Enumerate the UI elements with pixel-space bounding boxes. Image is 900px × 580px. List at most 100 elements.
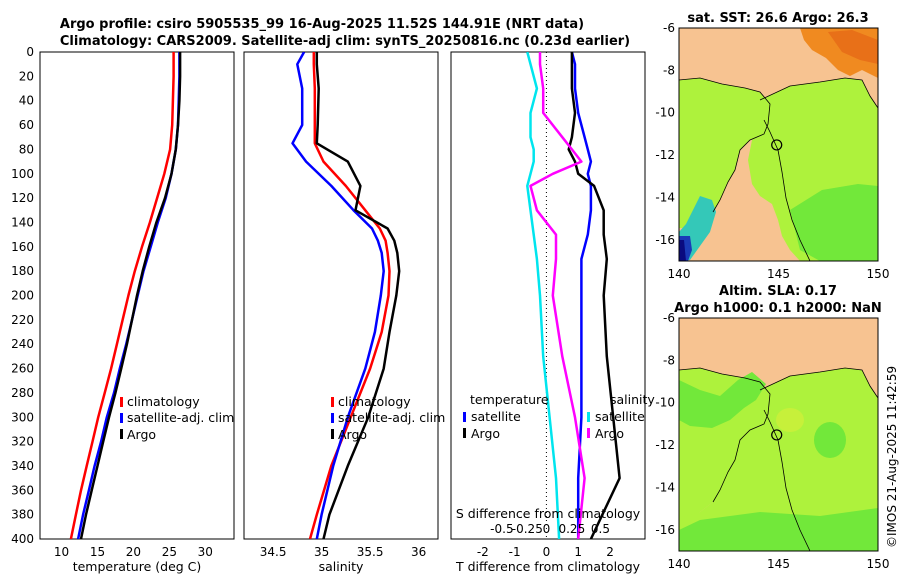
x-tick-label: 0 — [543, 545, 551, 559]
difference-x-ticks: -2 -1 0 1 2 — [477, 545, 614, 559]
t-difference-xlabel: T difference from climatology — [455, 559, 641, 574]
hottest-water — [828, 30, 878, 64]
depth-tick-label: 80 — [19, 142, 34, 156]
sla-map-title-2: Argo h1000: 0.1 h2000: NaN — [674, 301, 882, 316]
legend-climatology-swatch — [331, 397, 334, 407]
x-tick-label: 10 — [54, 545, 69, 559]
legend-salinity-title: salinity — [610, 392, 655, 407]
depth-tick-label: 180 — [11, 264, 34, 278]
depth-tick-label: 260 — [11, 362, 34, 376]
legend-argo-swatch — [120, 429, 123, 439]
series-line-0 — [570, 52, 593, 539]
x-tick-label: 34.5 — [260, 545, 287, 559]
difference-lines — [526, 52, 621, 539]
sst-map-title: sat. SST: 26.6 Argo: 26.3 — [687, 11, 868, 26]
x-tick-label: 1 — [574, 545, 582, 559]
coastline — [679, 367, 771, 503]
temperature-panel: 0 20 40 60 80 100 120 140 160 180 200 220 240 260 280 3… — [11, 45, 235, 574]
lon-tick-label: 140 — [668, 557, 691, 571]
s-difference-ticks: -0.5-0.25 0 0.25 0.5 — [490, 522, 610, 536]
lon-tick-label: 150 — [867, 557, 890, 571]
legend-argo-swatch — [331, 429, 334, 439]
depth-tick-label: 380 — [11, 508, 34, 522]
sla-map-frame — [678, 317, 879, 552]
series-line-3 — [529, 52, 586, 539]
lat-tick-label: -6 — [663, 311, 675, 325]
lat-tick-label: -16 — [655, 523, 675, 537]
s-diff-tick-label: 0.25 — [558, 522, 585, 536]
legend-s-satellite: satellite — [595, 409, 645, 424]
sla-map-title-1: Altim. SLA: 0.17 — [719, 284, 837, 299]
x-tick-label: 35.5 — [357, 545, 384, 559]
difference-panel: -2 -1 0 1 2 temperature satellite Argo salin… — [450, 51, 655, 574]
lat-tick-label: -12 — [655, 438, 675, 452]
legend-satellite-swatch — [120, 413, 123, 423]
series-line-2 — [315, 52, 401, 539]
depth-tick-label: 240 — [11, 337, 34, 351]
s-diff-tick-label: -0.25 — [512, 522, 543, 536]
argo-location-marker — [771, 429, 783, 441]
x-tick-label: 25 — [162, 545, 177, 559]
depth-tick-label: 120 — [11, 191, 34, 205]
coldest-water-core — [679, 240, 686, 261]
lon-tick-label: 150 — [867, 267, 890, 281]
sla-low-area — [679, 372, 766, 428]
x-tick-label: 15 — [90, 545, 105, 559]
series-line-0 — [69, 52, 175, 539]
depth-tick-label: 360 — [11, 483, 34, 497]
x-tick-label: 30 — [198, 545, 213, 559]
x-tick-label: 20 — [126, 545, 141, 559]
s-difference-label: S difference from climatology — [456, 506, 641, 521]
legend-satellite-swatch — [331, 413, 334, 423]
legend-climatology: climatology — [127, 394, 200, 409]
series-line-1 — [567, 52, 621, 539]
warm-water-south — [790, 184, 878, 261]
gulf-water — [679, 78, 770, 228]
legend-s-argo: Argo — [595, 426, 624, 441]
salinity-legend: climatology satellite-adj. clim Argo — [331, 394, 445, 442]
lat-tick-label: -16 — [655, 233, 675, 247]
lat-tick-label: -10 — [655, 106, 675, 120]
difference-axes-box — [450, 51, 646, 540]
temperature-x-ticks: 10 15 20 25 30 — [54, 545, 213, 559]
legend-climatology-swatch — [120, 397, 123, 407]
x-tick-label: 36 — [411, 545, 426, 559]
isobath — [763, 409, 811, 551]
lon-tick-label: 145 — [767, 267, 790, 281]
x-tick-label: -2 — [477, 545, 489, 559]
salinity-axes-box — [243, 51, 439, 540]
depth-tick-label: 400 — [11, 532, 34, 546]
lat-tick-label: -8 — [663, 63, 675, 77]
salinity-panel: 34.5 35 35.5 36 climatology satellite-adj. … — [243, 51, 445, 574]
sla-map: Altim. SLA: 0.17 Argo h1000: 0.1 h2000: … — [655, 284, 889, 571]
sla-map-ticks: 140 145 150 -6 -8 -10 -12 -14 -16 — [655, 311, 889, 571]
depth-tick-label: 60 — [19, 118, 34, 132]
sla-high-area — [776, 408, 804, 432]
legend-argo: Argo — [127, 427, 156, 442]
sla-map-field — [679, 318, 878, 551]
depth-tick-label: 200 — [11, 289, 34, 303]
s-diff-tick-label: -0.5 — [490, 522, 513, 536]
legend-s-argo-swatch — [587, 428, 590, 438]
title-line2: Climatology: CARS2009. Satellite-adj cli… — [60, 34, 630, 49]
temperature-xlabel: temperature (deg C) — [73, 559, 202, 574]
temperature-legend: climatology satellite-adj. clim Argo — [120, 394, 234, 442]
s-diff-tick-label: 0.5 — [591, 522, 610, 536]
coastline — [679, 77, 771, 213]
png-coastline — [759, 77, 878, 109]
legend-satellite: satellite-adj. clim — [127, 410, 234, 425]
depth-tick-label: 100 — [11, 167, 34, 181]
lat-tick-label: -8 — [663, 353, 675, 367]
title-line1: Argo profile: csiro 5905535_99 16-Aug-20… — [60, 17, 584, 32]
x-tick-label: -1 — [509, 545, 521, 559]
sla-low-south — [679, 508, 878, 551]
depth-tick-label: 220 — [11, 313, 34, 327]
series-line-0 — [308, 52, 391, 539]
salinity-xlabel: salinity — [319, 559, 364, 574]
depth-tick-label: 320 — [11, 435, 34, 449]
legend-t-satellite: satellite — [471, 409, 521, 424]
salinity-x-ticks: 34.5 35 35.5 36 — [260, 545, 427, 559]
salinity-lines — [291, 52, 401, 539]
lat-tick-label: -6 — [663, 21, 675, 35]
